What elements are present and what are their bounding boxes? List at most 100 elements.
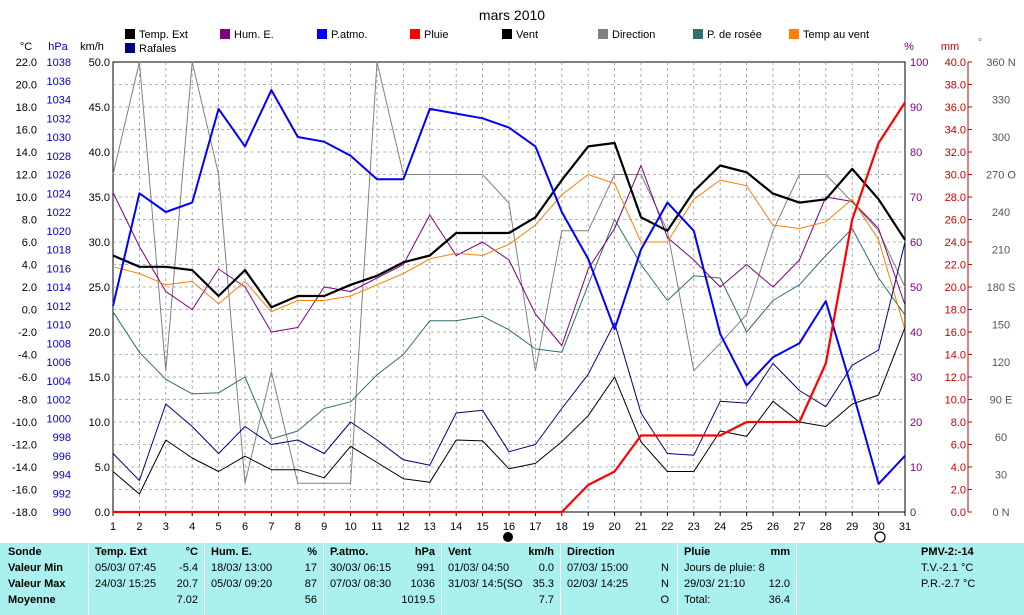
direction-tick-label: 180 S [987, 282, 1016, 294]
pressure-tick-label: 1010 [47, 320, 71, 332]
moon-phase-icons [503, 531, 886, 543]
wind-min-date: 01/03/ 04:50 [448, 562, 510, 574]
temp-tick-label: -14.0 [12, 462, 37, 474]
temp-min-value: -5.4 [179, 562, 198, 574]
direction-tick-label: 60 [995, 432, 1007, 444]
pmv-header: PMV-2:-14 [921, 546, 974, 558]
x-tick-label: 25 [740, 521, 752, 533]
wind-tick-label: 25.0 [89, 282, 110, 294]
direction-tick-label: 300 [992, 132, 1010, 144]
x-tick-label: 31 [899, 521, 911, 533]
x-tick-label: 11 [371, 521, 382, 533]
legend: Temp. Ext Hum. E. P.atmo. Pluie Vent Directio… [125, 29, 869, 55]
temp-min-date: 05/03/ 07:45 [95, 562, 157, 574]
pressure-tick-label: 998 [53, 432, 71, 444]
humidity-min-value: 17 [304, 562, 317, 574]
chart-title: mars 2010 [479, 7, 545, 23]
rain-tick-label: 26.0 [945, 215, 966, 227]
rain-tick-label: 2.0 [951, 485, 966, 497]
temp-tick-label: 16.0 [16, 125, 37, 137]
pressure-tick-label: 1024 [47, 188, 71, 200]
rain-tick-label: 4.0 [951, 462, 966, 474]
pressure-tick-label: 1012 [47, 301, 71, 313]
pressure-tick-label: 1038 [47, 57, 71, 69]
series-line-p-atmo- [112, 89, 906, 485]
sonde-column: Sonde Valeur Min Valeur Max Moyenne [0, 543, 88, 615]
weather-chart: mars 2010 °C hPa km/h% mm ° -18.0 -16.0 -14.0 -1… [11, 7, 1017, 543]
series-line-rafales [112, 241, 906, 481]
temp-tick-label: 12.0 [16, 170, 37, 182]
x-tick-label: 29 [846, 521, 858, 533]
rain-tick-label: 28.0 [945, 192, 966, 204]
temp-axis-unit: °C [20, 41, 32, 53]
pressure-tick-label: 1004 [47, 376, 71, 388]
wind-tick-label: 5.0 [95, 462, 110, 474]
pressure-tick-label: 1022 [47, 207, 71, 219]
pressure-tick-label: 1036 [47, 76, 71, 88]
temp-tick-label: 22.0 [16, 57, 37, 69]
rain-tick-label: 12.0 [945, 372, 966, 384]
pressure-tick-label: 1020 [47, 226, 71, 238]
grid [113, 62, 905, 512]
legend-swatch [220, 29, 230, 39]
rain-tick-label: 40.0 [945, 57, 966, 69]
direction-tick-label: 90 E [990, 395, 1013, 407]
rain-tick-label: 0.0 [951, 507, 966, 519]
legend-swatch [125, 43, 135, 53]
new-moon-icon [503, 532, 513, 542]
direction-max-date: 02/03/ 14:25 [567, 578, 629, 590]
legend-label: Pluie [424, 29, 448, 41]
series-line-pluie [113, 101, 906, 514]
x-tick-label: 4 [189, 521, 195, 533]
x-tick-label: 22 [661, 521, 673, 533]
series-line-direction [112, 61, 906, 484]
rain-tick-label: 36.0 [945, 102, 966, 114]
wind-tick-label: 35.0 [89, 192, 110, 204]
x-tick-label: 1 [110, 521, 116, 533]
max-row-label: Valeur Max [8, 578, 66, 590]
humidity-tick-label: 50 [910, 282, 922, 294]
x-tick-label: 21 [635, 521, 647, 533]
x-tick-label: 8 [295, 521, 301, 533]
direction-tick-label: 360 N [986, 57, 1015, 69]
legend-swatch [410, 29, 420, 39]
rain-tick-label: 6.0 [951, 440, 966, 452]
x-tick-label: 28 [820, 521, 832, 533]
direction-tick-label: 30 [995, 470, 1007, 482]
series-lines [112, 61, 906, 514]
wind-tick-label: 20.0 [89, 327, 110, 339]
rain-total-value: 36.4 [768, 594, 790, 606]
pressure-tick-label: 1008 [47, 338, 71, 350]
legend-label: Rafales [139, 43, 177, 55]
humidity-tick-label: 20 [910, 417, 922, 429]
rain-column: Pluie mm Jours de pluie: 8 29/03/ 21:10 … [678, 543, 796, 615]
pressure-tick-label: 1018 [47, 245, 71, 257]
pressure-header: P.atmo. [330, 546, 369, 558]
direction-axis-unit: ° [978, 37, 982, 49]
wind-avg-value: 7.7 [538, 594, 554, 606]
wind-min-value: 0.0 [538, 562, 554, 574]
wind-max-date: 31/03/ 14:5(SO [448, 578, 523, 590]
temp-tick-label: -6.0 [18, 372, 37, 384]
rain-unit: mm [770, 546, 790, 558]
legend-swatch [502, 29, 512, 39]
x-tick-label: 17 [529, 521, 541, 533]
x-tick-label: 7 [268, 521, 274, 533]
pressure-axis-unit: hPa [48, 41, 68, 53]
direction-tick-label: 210 [992, 245, 1010, 257]
legend-label: Hum. E. [234, 29, 274, 41]
series-line-hum-e- [112, 165, 906, 346]
legend-label: P. de rosée [707, 29, 762, 41]
pressure-tick-label: 1014 [47, 282, 71, 294]
x-tick-label: 2 [136, 521, 142, 533]
rain-tick-label: 30.0 [945, 170, 966, 182]
temp-column: Temp. Ext °C 05/03/ 07:45 -5.4 24/03/ 15… [89, 543, 204, 615]
rain-tick-label: 14.0 [945, 350, 966, 362]
pressure-tick-label: 1028 [47, 151, 71, 163]
direction-tick-label: 240 [992, 207, 1010, 219]
legend-swatch [693, 29, 703, 39]
x-tick-label: 9 [321, 521, 327, 533]
series-line-temp-ext [112, 141, 906, 309]
temp-max-date: 24/03/ 15:25 [95, 578, 157, 590]
axes: °C hPa km/h% mm ° -18.0 -16.0 -14.0 -12.0 -10.0 -8… [12, 37, 1017, 533]
